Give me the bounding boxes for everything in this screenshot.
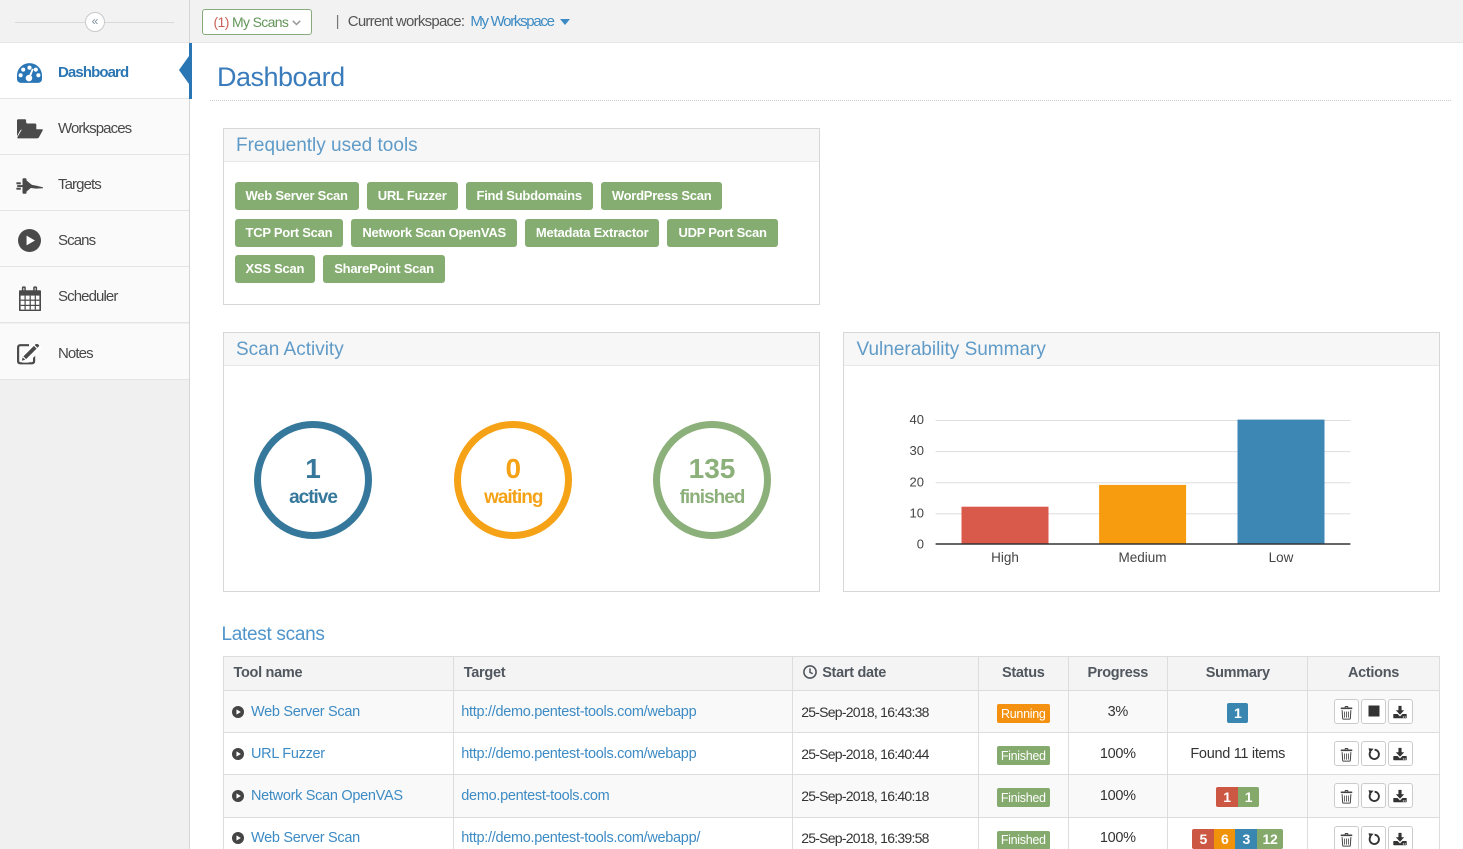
svg-text:High: High (991, 550, 1019, 565)
svg-text:Low: Low (1269, 550, 1294, 565)
svg-text:40: 40 (910, 412, 924, 427)
svg-text:0: 0 (917, 537, 924, 552)
svg-text:20: 20 (910, 474, 924, 489)
svg-text:Medium: Medium (1118, 550, 1166, 565)
svg-text:30: 30 (910, 443, 924, 458)
svg-text:10: 10 (910, 505, 924, 520)
